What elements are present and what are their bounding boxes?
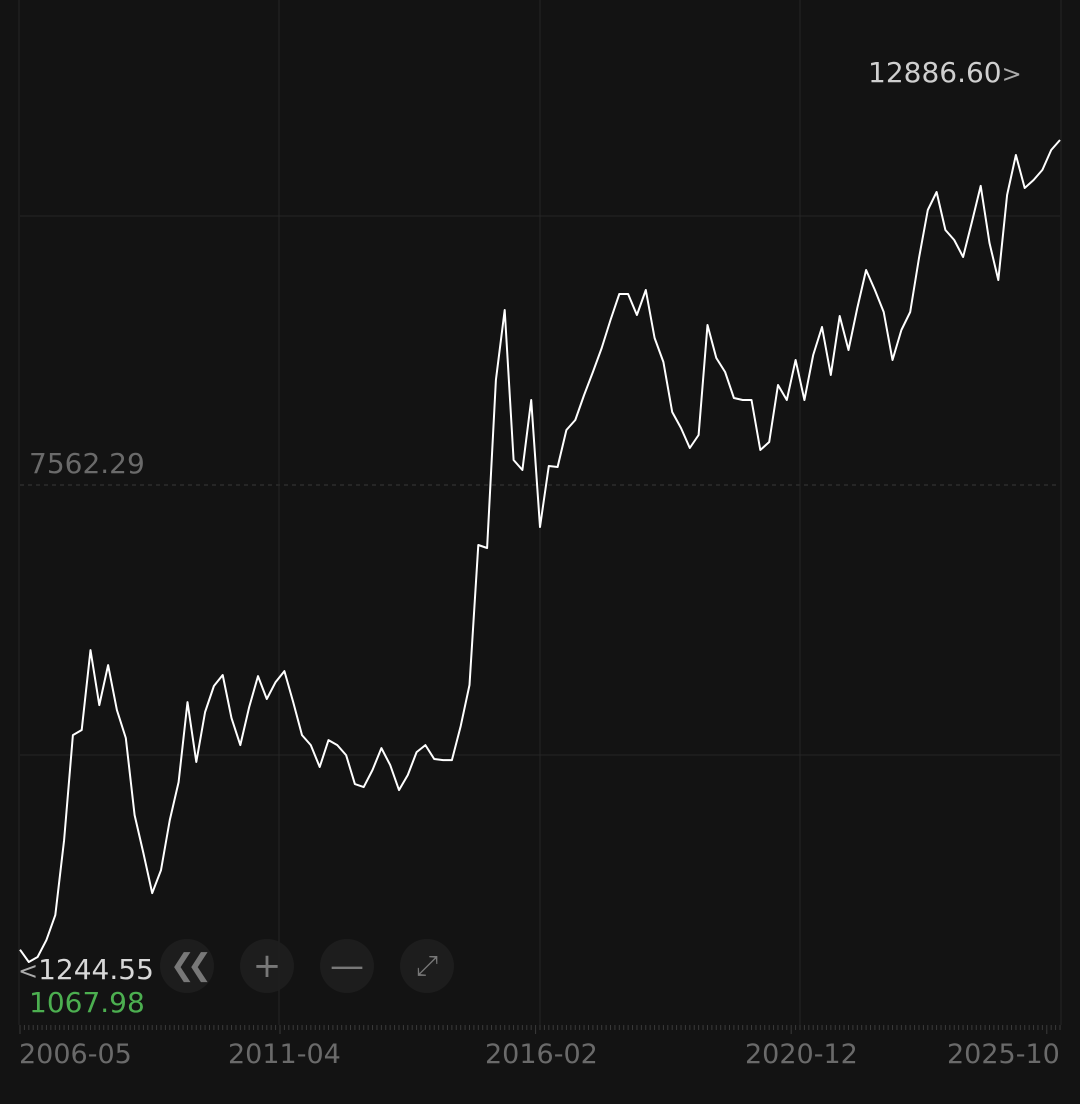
- minus-icon: —: [330, 946, 364, 986]
- max-value-label: 12886.60>: [868, 58, 1022, 89]
- x-tick-label: 2011-04: [228, 1039, 341, 1070]
- plus-icon: +: [252, 946, 282, 986]
- zoom-in-button[interactable]: +: [240, 939, 294, 993]
- expand-arrows-icon: ⤢: [415, 949, 439, 982]
- reference-value-label: 7562.29: [29, 447, 145, 480]
- left-value-text: 1244.55: [38, 953, 154, 986]
- max-value-text: 12886.60: [868, 56, 1002, 89]
- fullscreen-button[interactable]: ⤢: [400, 939, 454, 993]
- arrow-left-icon: <: [18, 957, 39, 985]
- min-value-label: 1067.98: [29, 986, 145, 1019]
- double-chevron-left-icon: ❮❮: [169, 948, 212, 983]
- price-line: [19, 139, 1061, 963]
- x-tick-label: 2025-10: [947, 1039, 1060, 1070]
- x-tick-label: 2020-12: [745, 1039, 858, 1070]
- left-value-label: <1244.55: [18, 955, 154, 986]
- x-tick-label: 2016-02: [485, 1039, 598, 1070]
- grid: [18, 0, 1062, 1025]
- x-tick-label: 2006-05: [19, 1039, 132, 1070]
- scroll-to-start-button[interactable]: ❮❮: [160, 939, 214, 993]
- zoom-out-button[interactable]: —: [320, 939, 374, 993]
- x-axis-ticks: [19, 1025, 1061, 1034]
- arrow-right-icon: >: [1001, 60, 1022, 88]
